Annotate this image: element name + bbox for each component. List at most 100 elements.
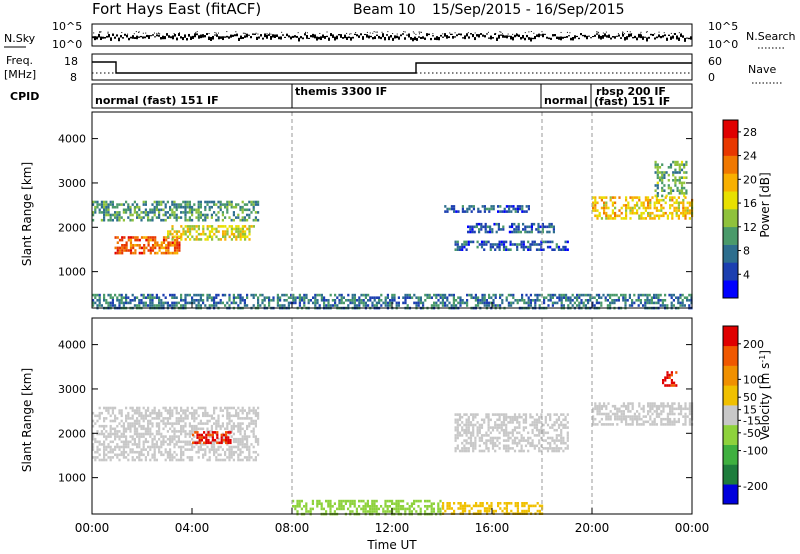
range-cell <box>160 443 163 446</box>
range-cell <box>371 510 374 513</box>
range-cell <box>204 409 207 412</box>
range-cell <box>107 445 110 449</box>
range-cell <box>557 423 561 427</box>
range-cell <box>522 245 525 249</box>
range-cell <box>515 225 518 229</box>
range-cell <box>467 230 470 234</box>
noise-sample <box>196 33 198 36</box>
noise-sample <box>638 34 640 38</box>
range-cell <box>603 404 606 408</box>
range-cell <box>642 211 645 215</box>
range-cell <box>180 414 183 418</box>
range-cell <box>516 421 519 424</box>
noise-sample <box>202 34 204 38</box>
range-cell <box>311 507 314 511</box>
range-cell <box>191 406 194 410</box>
range-cell <box>263 296 266 299</box>
range-cell <box>118 453 121 457</box>
range-cell <box>562 413 565 416</box>
noise-sample <box>332 34 334 38</box>
range-cell <box>202 453 205 457</box>
range-cell <box>232 211 235 214</box>
noise-sample <box>116 34 118 37</box>
range-cell <box>505 509 508 513</box>
noise-sample <box>324 35 326 39</box>
range-cell <box>276 296 279 299</box>
range-cell <box>671 214 674 218</box>
date-range: 15/Sep/2015 - 16/Sep/2015 <box>432 2 624 18</box>
range-cell <box>147 211 150 214</box>
range-cell <box>682 198 685 202</box>
range-cell <box>660 214 663 218</box>
range-cell <box>569 301 572 305</box>
noise-sample <box>272 34 274 38</box>
range-cell <box>210 205 213 209</box>
range-cell <box>147 445 150 449</box>
range-cell <box>153 406 156 410</box>
range-cell <box>127 208 130 212</box>
range-cell <box>165 246 168 250</box>
range-cell <box>140 448 143 451</box>
range-cell <box>625 204 628 207</box>
range-cell <box>672 293 675 297</box>
range-cell <box>204 453 207 457</box>
range-cell <box>510 210 513 213</box>
range-cell <box>243 203 246 206</box>
range-cell <box>197 211 200 214</box>
range-cell <box>553 421 556 424</box>
range-cell <box>151 236 155 239</box>
range-cell <box>329 502 332 505</box>
noise-sample <box>490 35 492 40</box>
range-cell <box>467 243 470 246</box>
range-cell <box>151 424 154 428</box>
range-cell <box>406 507 409 511</box>
range-cell <box>618 415 621 418</box>
range-cell <box>505 447 508 450</box>
range-cell <box>235 238 238 241</box>
range-cell <box>662 410 665 413</box>
range-cell <box>138 443 141 446</box>
noise-search-sample <box>654 33 656 35</box>
range-cell <box>233 227 236 231</box>
range-cell <box>495 222 498 226</box>
noise-sample <box>192 35 194 39</box>
range-cell <box>521 299 524 302</box>
range-cell <box>103 216 106 219</box>
range-cell <box>496 444 499 448</box>
range-cell <box>441 296 444 299</box>
range-cell <box>197 427 200 431</box>
noise-sample <box>190 36 192 40</box>
range-cell <box>217 301 220 305</box>
range-cell <box>107 208 110 212</box>
range-cell <box>189 232 192 236</box>
range-cell <box>196 433 199 437</box>
range-cell <box>675 206 678 210</box>
range-cell <box>614 196 617 199</box>
noise-sample <box>538 33 540 38</box>
range-cell <box>682 211 685 215</box>
range-cell <box>175 440 178 444</box>
range-cell <box>683 304 686 307</box>
range-cell <box>651 402 654 405</box>
range-cell <box>592 204 595 207</box>
range-cell <box>143 249 146 252</box>
range-cell <box>682 423 685 426</box>
range-cell <box>162 440 165 444</box>
range-cell <box>666 423 669 426</box>
range-cell <box>114 419 117 423</box>
range-cell <box>648 299 651 302</box>
range-cell <box>486 230 489 234</box>
range-cell <box>219 453 222 457</box>
range-cell <box>116 251 119 255</box>
range-cell <box>600 206 603 210</box>
noise-sample <box>164 36 166 40</box>
range-cell <box>158 249 161 252</box>
range-cell <box>344 499 347 503</box>
range-cell <box>511 415 514 419</box>
range-cell <box>155 432 158 436</box>
range-cell <box>507 439 510 442</box>
range-cell <box>658 404 661 408</box>
range-cell <box>144 203 147 206</box>
range-cell <box>651 211 654 215</box>
range-cell <box>158 299 161 302</box>
